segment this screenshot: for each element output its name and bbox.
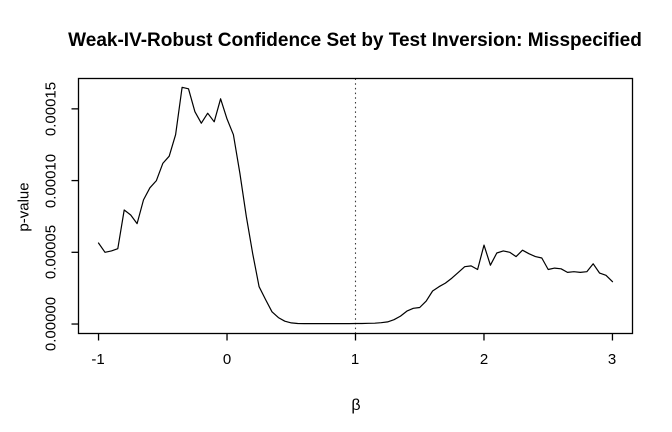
x-tick-label: 0 — [222, 351, 232, 368]
y-axis-label: p-value — [15, 182, 33, 232]
x-axis-label: β — [351, 397, 361, 414]
y-tick-label: 0.00015 — [42, 81, 60, 137]
y-tick-label: 0.00010 — [42, 153, 60, 209]
x-tick-label: 3 — [607, 351, 617, 368]
y-tick-label: 0.00005 — [42, 224, 60, 280]
p-value-curve — [97, 86, 614, 325]
x-tick-label: -1 — [91, 351, 105, 368]
y-tick-label: 0.00000 — [42, 296, 60, 352]
x-tick-label: 1 — [350, 351, 360, 368]
chart-title: Weak-IV-Robust Confidence Set by Test In… — [68, 30, 642, 51]
x-tick-label: 2 — [479, 351, 489, 368]
